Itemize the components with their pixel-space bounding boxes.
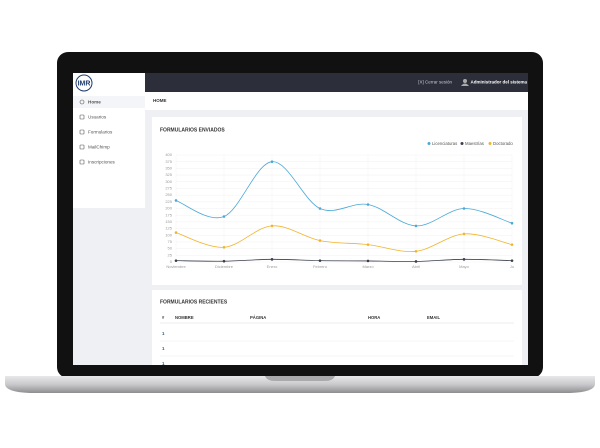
notch	[265, 376, 335, 381]
avatar-head	[463, 79, 467, 83]
menu-item[interactable]: Home	[88, 100, 101, 105]
logout-link[interactable]: [X] Cerrar sesión	[418, 80, 452, 85]
y-tick-label: 200	[165, 206, 172, 211]
x-tick-label: Mayo	[459, 264, 470, 269]
series-line	[175, 161, 513, 227]
menu-item[interactable]: Inscripciones	[88, 160, 116, 165]
data-point	[318, 259, 322, 262]
data-point	[510, 221, 514, 225]
table-title: FORMULARIOS RECIENTES	[160, 299, 228, 305]
menu-item[interactable]: Formularios	[88, 130, 113, 135]
x-tick-label: Febrero	[313, 264, 328, 269]
y-tick-label: 25	[168, 252, 173, 257]
data-point	[270, 258, 274, 261]
chart-title: FORMULARIOS ENVIADOS	[160, 127, 225, 133]
legend-label: Doctorado	[493, 141, 513, 146]
data-point	[462, 232, 466, 236]
y-tick-label: 175	[165, 212, 172, 217]
y-tick-label: 225	[165, 199, 172, 204]
data-point	[414, 260, 418, 263]
x-tick-label: Ju	[510, 264, 514, 269]
y-tick-label: 150	[165, 219, 172, 224]
table-header: #	[162, 315, 165, 320]
table-header: NOMBRE	[175, 315, 194, 320]
data-point	[414, 250, 418, 253]
data-point	[270, 224, 274, 228]
logo: IMR	[78, 80, 91, 87]
laptop-base	[5, 376, 595, 393]
y-tick-label: 50	[168, 246, 173, 251]
screen: IMR [X] Cerrar sesión Administrador del …	[73, 73, 528, 366]
menu-active	[73, 96, 145, 108]
y-tick-label: 400	[165, 152, 172, 157]
table-header: EMAIL	[427, 315, 440, 320]
table-cell: 1	[162, 346, 165, 351]
data-point	[222, 245, 226, 249]
data-point	[366, 243, 370, 246]
data-point	[414, 224, 418, 228]
y-tick-label: 275	[165, 186, 172, 191]
series-line	[175, 225, 513, 252]
y-tick-label: 375	[165, 159, 172, 164]
logo-badge	[75, 74, 93, 92]
menu-icon	[79, 114, 85, 120]
data-point	[462, 207, 466, 210]
table-cell: 1	[162, 361, 165, 366]
breadcrumb-bar	[145, 92, 528, 110]
data-point	[174, 231, 178, 234]
user-name[interactable]: Administrador del sistema	[470, 80, 527, 85]
series-line	[175, 258, 513, 262]
legend-swatch	[460, 142, 464, 145]
data-point	[270, 160, 274, 163]
y-tick-label: 125	[165, 226, 172, 231]
x-tick-label: Enero	[267, 264, 278, 269]
data-point	[366, 259, 370, 263]
topbar	[145, 73, 528, 92]
data-point	[174, 259, 178, 262]
y-tick-label: 350	[165, 165, 172, 170]
breadcrumb[interactable]: HOME	[153, 98, 167, 103]
data-point	[366, 203, 370, 206]
x-tick-label: Abril	[412, 264, 420, 269]
menu-item[interactable]: MailChimp	[88, 145, 110, 150]
data-point	[318, 207, 322, 210]
menu-item[interactable]: Usuarios	[88, 115, 107, 120]
menu-icon	[79, 144, 85, 150]
y-tick-label: 300	[165, 179, 172, 184]
y-tick-label: 75	[168, 239, 173, 244]
menu-icon	[79, 129, 85, 135]
y-tick-label: 100	[165, 232, 172, 237]
data-point	[510, 259, 514, 262]
legend-swatch	[427, 142, 431, 145]
data-point	[462, 258, 466, 261]
table-header: HORA	[368, 315, 380, 320]
menu-icon	[79, 159, 85, 165]
data-point	[318, 239, 322, 242]
y-tick-label: 0	[170, 259, 173, 264]
legend-label: Maestrías	[465, 141, 484, 146]
data-point	[510, 243, 514, 246]
data-point	[222, 215, 226, 218]
menu-icon	[79, 99, 85, 105]
table-cell: 1	[162, 331, 165, 336]
table-card	[152, 290, 522, 365]
table-header: PÁGINA	[250, 315, 266, 320]
x-tick-label: Diciembre	[215, 264, 234, 269]
x-tick-label: Marzo	[362, 264, 374, 269]
y-tick-label: 250	[165, 192, 172, 197]
legend-label: Licenciaturas	[432, 141, 457, 146]
x-tick-label: Noviembre	[166, 264, 186, 269]
avatar-body	[461, 83, 469, 86]
chart-card	[152, 117, 522, 285]
legend-swatch	[488, 142, 492, 145]
data-point	[174, 199, 178, 202]
sidebar	[73, 73, 145, 208]
data-point	[222, 259, 226, 263]
y-tick-label: 325	[165, 172, 172, 177]
